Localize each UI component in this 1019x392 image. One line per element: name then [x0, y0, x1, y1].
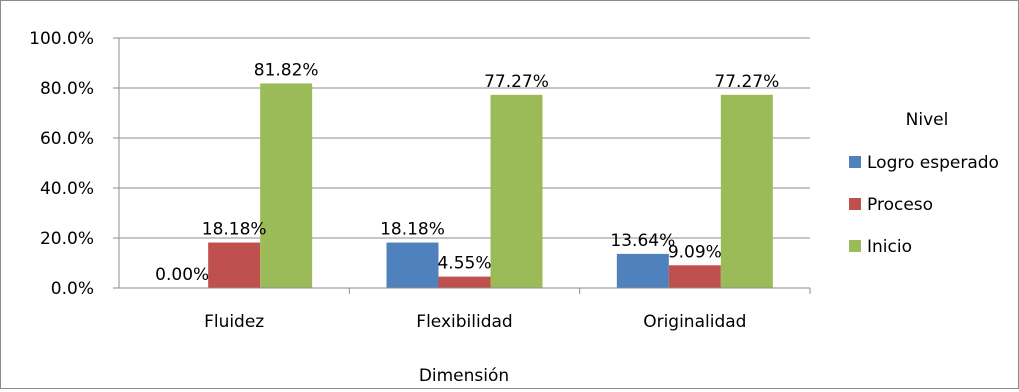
data-label: 18.18%	[380, 220, 445, 240]
x-tick-label: Flexibilidad	[416, 312, 512, 332]
bar-proceso	[208, 242, 261, 288]
bar-proceso	[438, 276, 491, 288]
x-axis-title: Dimensión	[419, 366, 509, 386]
legend: Nivel Logro esperado Proceso Inicio	[849, 110, 999, 257]
y-tick-label: 40.0%	[40, 179, 94, 199]
y-tick-label: 60.0%	[40, 129, 94, 149]
data-label: 18.18%	[202, 220, 267, 240]
data-label: 13.64%	[610, 231, 675, 251]
legend-title: Nivel	[906, 110, 949, 130]
y-tick-label: 80.0%	[40, 79, 94, 99]
axes	[118, 38, 810, 289]
x-tick-labels: Fluidez Flexibilidad Originalidad	[204, 312, 746, 332]
data-label: 9.09%	[668, 242, 722, 262]
bar-logro-esperado	[386, 242, 439, 288]
legend-label: Proceso	[867, 195, 933, 215]
data-label: 81.82%	[254, 60, 319, 80]
y-tick-label: 0.0%	[51, 279, 94, 299]
y-tick-label: 20.0%	[40, 229, 94, 249]
bars	[208, 83, 773, 288]
legend-swatch	[849, 198, 861, 210]
bar-proceso	[668, 265, 721, 288]
legend-swatch	[849, 156, 861, 168]
data-label: 77.27%	[484, 72, 549, 92]
bar-logro-esperado	[616, 253, 669, 288]
bar-inicio	[720, 94, 773, 288]
legend-label: Inicio	[867, 237, 912, 257]
legend-label: Logro esperado	[867, 153, 999, 173]
data-labels: 0.00% 18.18% 81.82% 18.18% 4.55% 77.27% 13.64%…	[155, 60, 779, 285]
data-label: 77.27%	[714, 72, 779, 92]
bar-inicio	[260, 83, 313, 288]
data-label: 0.00%	[155, 265, 209, 285]
y-tick-labels: 0.0% 20.0% 40.0% 60.0% 80.0% 100.0%	[29, 29, 94, 299]
x-tick-label: Originalidad	[643, 312, 746, 332]
x-tick-label: Fluidez	[204, 312, 264, 332]
bar-inicio	[490, 94, 543, 288]
gridlines	[113, 37, 811, 294]
legend-swatch	[849, 240, 861, 252]
y-tick-label: 100.0%	[29, 29, 94, 49]
data-label: 4.55%	[437, 254, 491, 274]
